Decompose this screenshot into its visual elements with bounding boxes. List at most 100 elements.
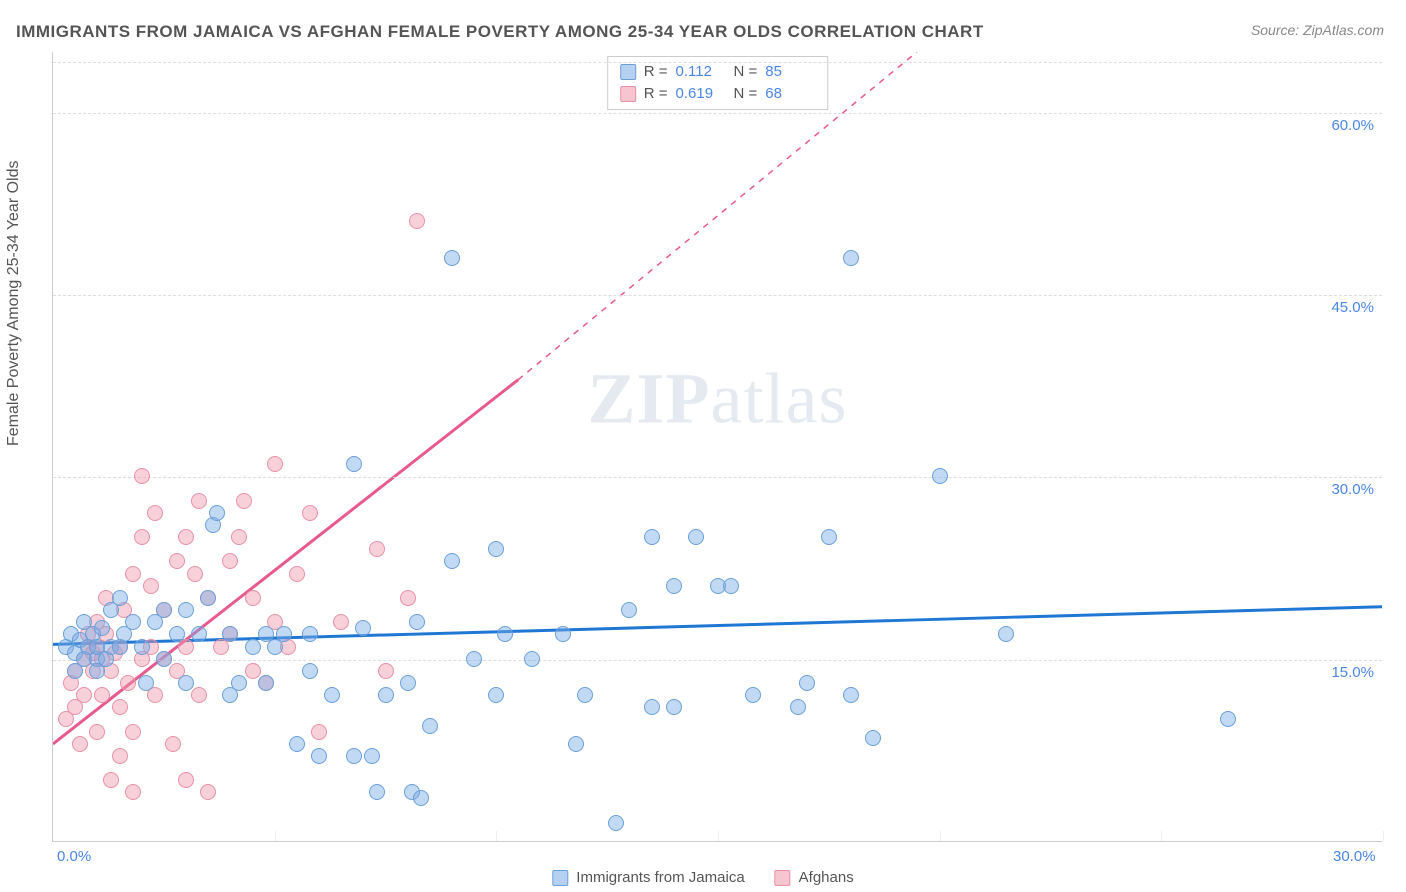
data-point-jamaica — [258, 675, 274, 691]
watermark-atlas: atlas — [711, 359, 848, 439]
data-point-afghans — [200, 784, 216, 800]
data-point-jamaica — [932, 468, 948, 484]
data-point-jamaica — [156, 602, 172, 618]
data-point-afghans — [125, 724, 141, 740]
y-tick-label: 15.0% — [1331, 664, 1374, 681]
data-point-jamaica — [444, 250, 460, 266]
x-tick-label: 0.0% — [57, 848, 91, 865]
watermark-zip: ZIP — [588, 359, 711, 439]
data-point-jamaica — [1220, 711, 1236, 727]
r-value-blue: 0.112 — [676, 61, 726, 83]
data-point-afghans — [409, 213, 425, 229]
legend-label-afghans: Afghans — [799, 869, 854, 886]
source-label: Source: — [1251, 22, 1299, 38]
y-axis-label: Female Poverty Among 25-34 Year Olds — [5, 161, 23, 447]
legend-label-jamaica: Immigrants from Jamaica — [576, 869, 744, 886]
y-tick-label: 30.0% — [1331, 481, 1374, 498]
data-point-jamaica — [409, 614, 425, 630]
data-point-jamaica — [466, 651, 482, 667]
data-point-jamaica — [324, 687, 340, 703]
data-point-jamaica — [200, 590, 216, 606]
data-point-jamaica — [94, 620, 110, 636]
data-point-jamaica — [302, 663, 318, 679]
series-legend: Immigrants from Jamaica Afghans — [552, 869, 853, 886]
data-point-afghans — [89, 724, 105, 740]
data-point-jamaica — [644, 699, 660, 715]
scatter-plot-area: ZIPatlas R = 0.112 N = 85 R = 0.619 N = … — [52, 52, 1382, 842]
n-label: N = — [734, 83, 758, 105]
data-point-jamaica — [231, 675, 247, 691]
swatch-pink — [620, 86, 636, 102]
data-point-jamaica — [865, 730, 881, 746]
watermark: ZIPatlas — [588, 358, 848, 441]
legend-item-jamaica: Immigrants from Jamaica — [552, 869, 744, 886]
swatch-pink — [775, 870, 791, 886]
data-point-afghans — [76, 687, 92, 703]
gridline-h — [53, 62, 1382, 63]
data-point-afghans — [94, 687, 110, 703]
data-point-jamaica — [688, 529, 704, 545]
data-point-jamaica — [723, 578, 739, 594]
data-point-jamaica — [112, 590, 128, 606]
gridline-h — [53, 295, 1382, 296]
data-point-afghans — [245, 663, 261, 679]
data-point-afghans — [191, 687, 207, 703]
data-point-afghans — [311, 724, 327, 740]
data-point-afghans — [112, 748, 128, 764]
data-point-jamaica — [178, 602, 194, 618]
data-point-jamaica — [666, 578, 682, 594]
source-attribution: Source: ZipAtlas.com — [1251, 22, 1384, 38]
x-tick — [275, 831, 276, 841]
data-point-jamaica — [276, 626, 292, 642]
data-point-afghans — [267, 456, 283, 472]
correlation-legend: R = 0.112 N = 85 R = 0.619 N = 68 — [607, 56, 829, 110]
x-tick — [1161, 831, 1162, 841]
x-tick — [940, 831, 941, 841]
data-point-jamaica — [169, 626, 185, 642]
data-point-afghans — [165, 736, 181, 752]
data-point-jamaica — [621, 602, 637, 618]
n-value-pink: 68 — [765, 83, 815, 105]
data-point-afghans — [169, 553, 185, 569]
data-point-afghans — [245, 590, 261, 606]
data-point-afghans — [369, 541, 385, 557]
data-point-afghans — [400, 590, 416, 606]
data-point-afghans — [143, 578, 159, 594]
data-point-afghans — [125, 784, 141, 800]
data-point-jamaica — [488, 541, 504, 557]
data-point-afghans — [289, 566, 305, 582]
data-point-jamaica — [497, 626, 513, 642]
data-point-afghans — [178, 529, 194, 545]
data-point-jamaica — [488, 687, 504, 703]
gridline-h — [53, 660, 1382, 661]
r-label: R = — [644, 61, 668, 83]
data-point-jamaica — [745, 687, 761, 703]
data-point-jamaica — [289, 736, 305, 752]
data-point-jamaica — [364, 748, 380, 764]
data-point-jamaica — [156, 651, 172, 667]
data-point-jamaica — [998, 626, 1014, 642]
x-tick — [718, 831, 719, 841]
data-point-jamaica — [369, 784, 385, 800]
data-point-afghans — [134, 468, 150, 484]
data-point-jamaica — [378, 687, 394, 703]
data-point-jamaica — [134, 639, 150, 655]
data-point-afghans — [191, 493, 207, 509]
data-point-jamaica — [577, 687, 593, 703]
data-point-afghans — [120, 675, 136, 691]
data-point-jamaica — [524, 651, 540, 667]
data-point-afghans — [231, 529, 247, 545]
data-point-jamaica — [346, 456, 362, 472]
data-point-afghans — [103, 772, 119, 788]
data-point-jamaica — [790, 699, 806, 715]
data-point-jamaica — [422, 718, 438, 734]
data-point-jamaica — [125, 614, 141, 630]
data-point-jamaica — [555, 626, 571, 642]
data-point-jamaica — [413, 790, 429, 806]
data-point-afghans — [72, 736, 88, 752]
data-point-jamaica — [346, 748, 362, 764]
data-point-afghans — [147, 505, 163, 521]
legend-item-afghans: Afghans — [775, 869, 854, 886]
swatch-blue — [552, 870, 568, 886]
source-value: ZipAtlas.com — [1303, 22, 1384, 38]
